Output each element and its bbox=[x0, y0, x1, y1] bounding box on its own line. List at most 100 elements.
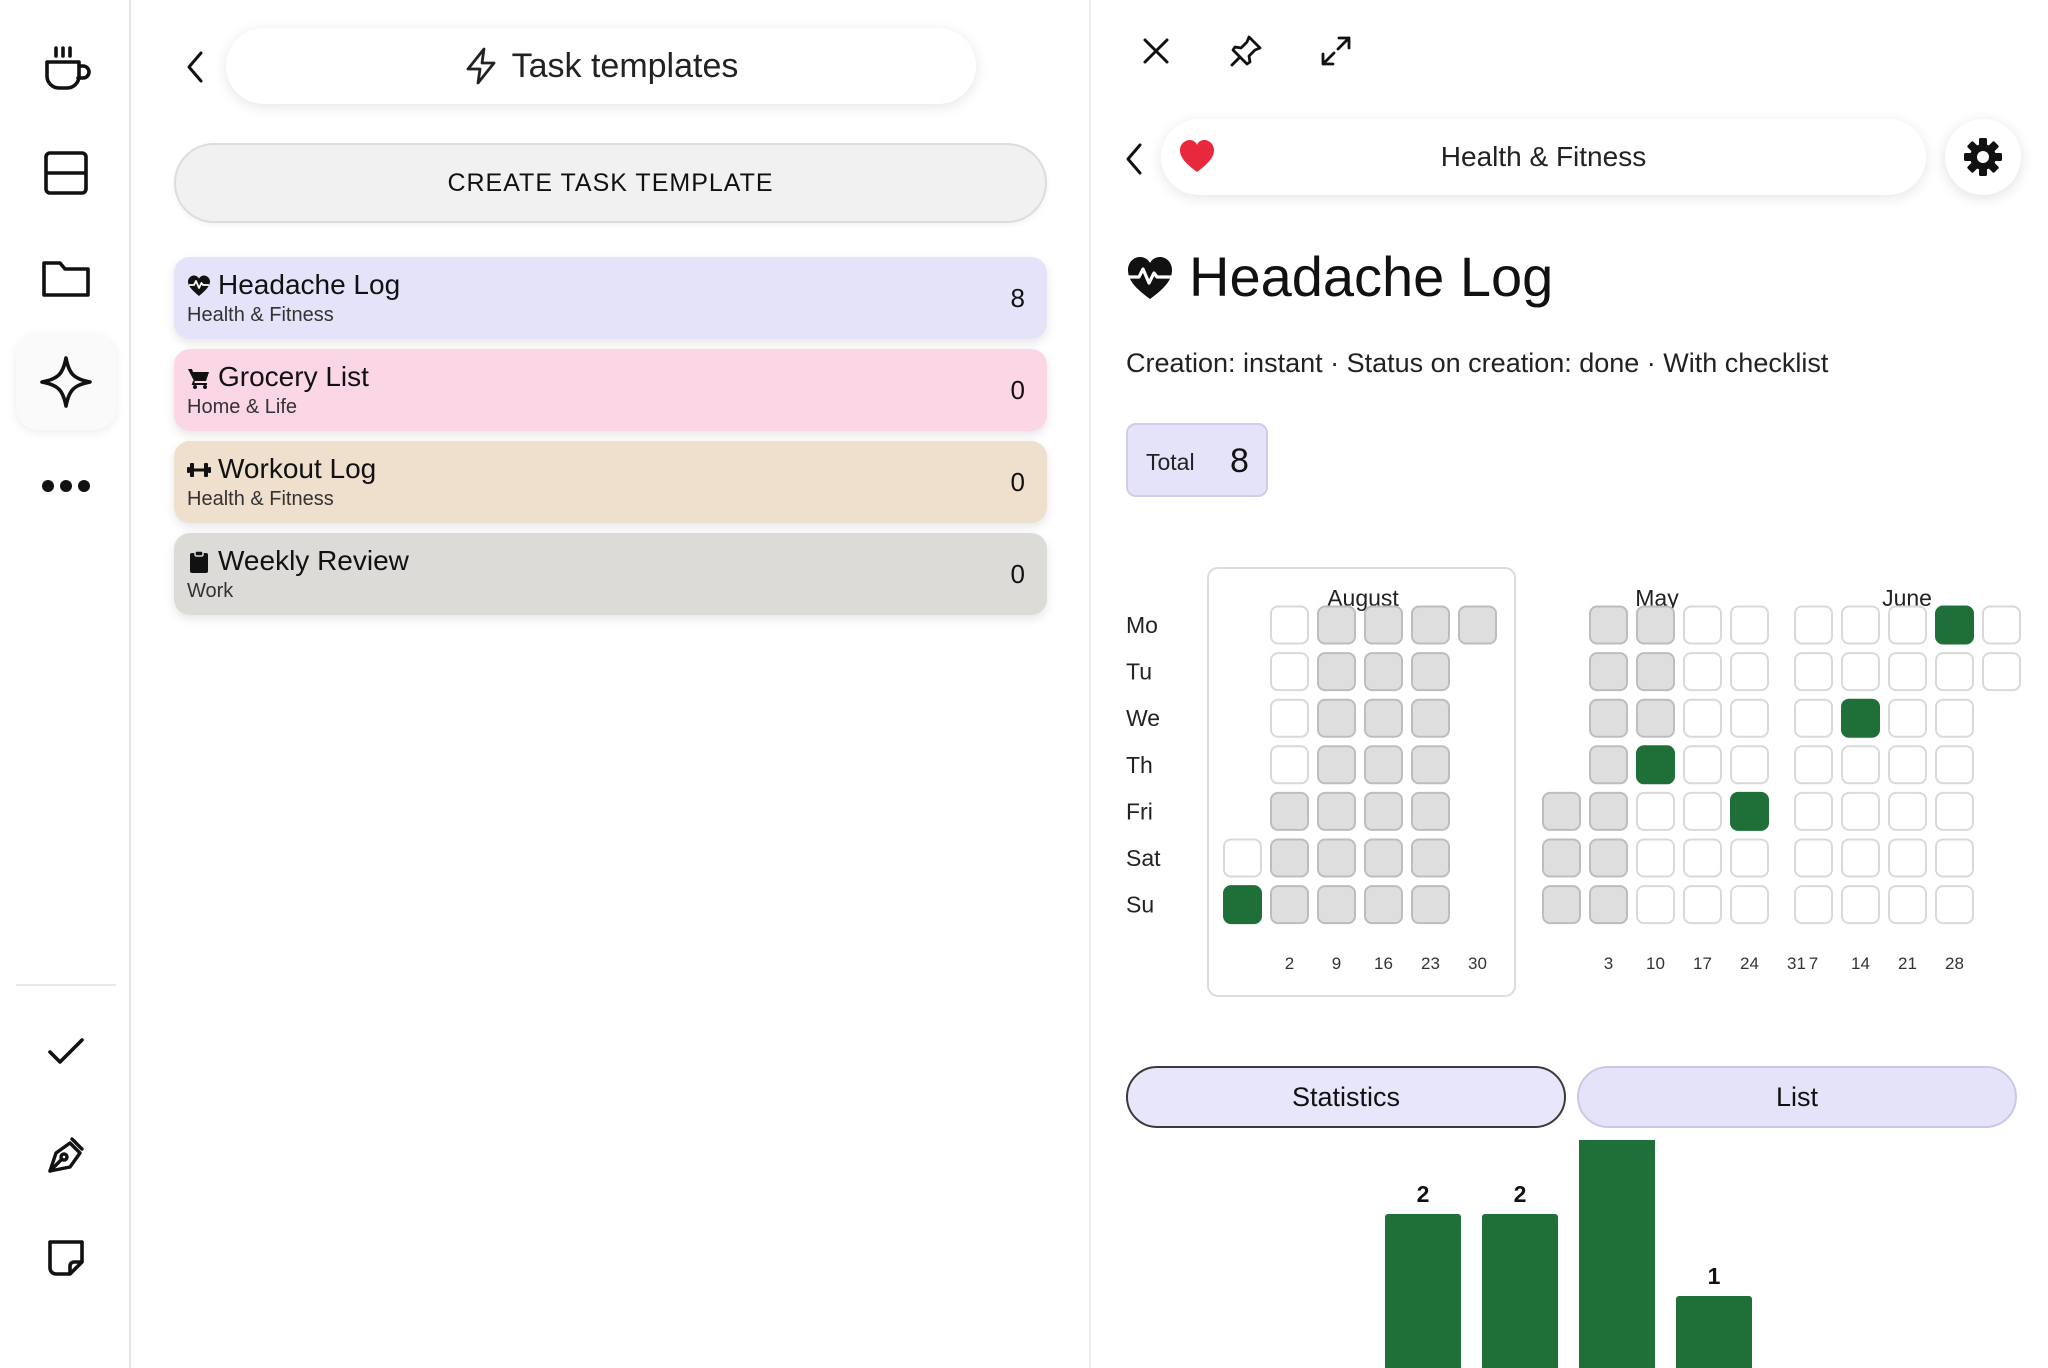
create-task-template-button[interactable]: CREATE TASK TEMPLATE bbox=[174, 143, 1047, 223]
checkmark-icon[interactable] bbox=[16, 1003, 116, 1099]
lightning-icon bbox=[466, 47, 496, 85]
calendar-day-cell bbox=[1411, 652, 1450, 692]
folder-icon[interactable] bbox=[16, 230, 116, 326]
calendar-day-cell bbox=[1888, 838, 1927, 878]
templates-panel: Task templates CREATE TASK TEMPLATE Head… bbox=[131, 0, 1091, 1368]
calendar-day-cell bbox=[1411, 838, 1450, 878]
calendar-day-cell bbox=[1730, 885, 1769, 925]
calendar-day-cell bbox=[1270, 698, 1309, 738]
calendar-day-cell bbox=[1841, 791, 1880, 831]
calendar-day-cell bbox=[1317, 698, 1356, 738]
week-label: 21 bbox=[1898, 954, 1917, 973]
calendar-day-cell bbox=[1636, 605, 1675, 645]
calendar-day-cell bbox=[1364, 885, 1403, 925]
nav-rail bbox=[0, 0, 131, 1368]
calendar-day-cell bbox=[1411, 698, 1450, 738]
week-label: 9 bbox=[1332, 954, 1341, 973]
sparkle-star-icon[interactable] bbox=[16, 334, 116, 430]
calendar-day-cell bbox=[1841, 838, 1880, 878]
calendar-day-cell bbox=[1364, 698, 1403, 738]
expand-button[interactable] bbox=[1311, 26, 1361, 76]
week-label: 28 bbox=[1945, 954, 1964, 973]
template-name: Grocery List bbox=[218, 361, 369, 392]
chart-bar bbox=[1482, 1214, 1558, 1368]
calendar-day-cell bbox=[1636, 838, 1675, 878]
calendar-day-cell bbox=[1794, 885, 1833, 925]
calendar-day-cell bbox=[1317, 885, 1356, 925]
calendar-day-cell bbox=[1935, 698, 1974, 738]
chart-data-label: 2 bbox=[1514, 1181, 1527, 1207]
calendar-day-cell bbox=[1730, 605, 1769, 645]
tab-list[interactable]: List bbox=[1577, 1066, 2017, 1128]
more-dots-icon[interactable] bbox=[16, 438, 116, 534]
template-card[interactable]: Grocery List Home & Life 0 bbox=[174, 349, 1047, 431]
calendar-day-cell bbox=[1542, 885, 1581, 925]
page-title-pill: Task templates bbox=[226, 28, 976, 104]
calendar-day-cell bbox=[1794, 605, 1833, 645]
heartbeat-icon bbox=[1127, 257, 1173, 299]
calendar-day-cell bbox=[1683, 652, 1722, 692]
day-label: Tu bbox=[1126, 659, 1152, 685]
pin-button[interactable] bbox=[1221, 26, 1271, 76]
dumbbell-icon bbox=[187, 458, 211, 482]
back-button[interactable] bbox=[171, 42, 221, 92]
split-layout-icon[interactable] bbox=[16, 125, 116, 221]
day-label: We bbox=[1126, 705, 1160, 731]
detail-back-button[interactable] bbox=[1114, 134, 1154, 184]
calendar-day-cell bbox=[1730, 838, 1769, 878]
calendar-day-cell bbox=[1317, 791, 1356, 831]
chart-bar bbox=[1385, 1214, 1461, 1368]
week-label: 23 bbox=[1421, 954, 1440, 973]
day-label: Fri bbox=[1126, 798, 1153, 824]
expand-icon bbox=[1321, 36, 1351, 66]
calendar-day-cell bbox=[1794, 698, 1833, 738]
calendar-day-cell bbox=[1841, 652, 1880, 692]
calendar-day-cell bbox=[1730, 698, 1769, 738]
calendar-day-cell bbox=[1888, 885, 1927, 925]
template-card[interactable]: Headache Log Health & Fitness 8 bbox=[174, 257, 1047, 339]
calendar-day-cell bbox=[1683, 791, 1722, 831]
calendar-day-cell bbox=[1683, 745, 1722, 785]
calendar-day-cell bbox=[1364, 791, 1403, 831]
template-card[interactable]: Weekly Review Work 0 bbox=[174, 533, 1047, 615]
calendar-day-cell bbox=[1794, 838, 1833, 878]
week-label: 7 bbox=[1809, 954, 1818, 973]
template-category: Health & Fitness bbox=[187, 304, 334, 326]
day-label: Su bbox=[1126, 892, 1154, 918]
calendar-day-cell bbox=[1589, 791, 1628, 831]
total-value: 8 bbox=[1230, 442, 1249, 480]
calendar-day-cell bbox=[1458, 605, 1497, 645]
calendar-day-cell bbox=[1589, 838, 1628, 878]
calendar-day-cell bbox=[1364, 838, 1403, 878]
template-count: 8 bbox=[1010, 283, 1025, 313]
calendar-day-cell bbox=[1636, 698, 1675, 738]
statistics-bar-chart: 2231 bbox=[1091, 1140, 2048, 1368]
week-label: 31 bbox=[1787, 954, 1806, 973]
calendar-day-cell bbox=[1982, 605, 2021, 645]
template-card[interactable]: Workout Log Health & Fitness 0 bbox=[174, 441, 1047, 523]
calendar-day-cell bbox=[1270, 652, 1309, 692]
calendar-day-cell bbox=[1589, 652, 1628, 692]
calendar-day-cell bbox=[1683, 698, 1722, 738]
calendar-day-cell bbox=[1888, 698, 1927, 738]
sticky-note-icon[interactable] bbox=[16, 1210, 116, 1306]
category-selector[interactable]: Health & Fitness bbox=[1161, 119, 1926, 195]
page-title: Task templates bbox=[511, 46, 739, 85]
template-meta: Creation: instant · Status on creation: … bbox=[1126, 348, 1829, 378]
calendar-day-cell bbox=[1270, 838, 1309, 878]
coffee-cup-icon[interactable] bbox=[16, 20, 116, 116]
calendar-day-cell bbox=[1841, 885, 1880, 925]
calendar-day-cell bbox=[1411, 745, 1450, 785]
chevron-left-icon bbox=[1126, 143, 1142, 175]
settings-button[interactable] bbox=[1945, 119, 2021, 195]
calendar-day-cell bbox=[1683, 605, 1722, 645]
chart-bar bbox=[1676, 1296, 1752, 1368]
template-name: Headache Log bbox=[218, 269, 401, 300]
calendar-day-cell bbox=[1636, 745, 1675, 785]
close-button[interactable] bbox=[1131, 26, 1181, 76]
day-label: Mo bbox=[1126, 612, 1158, 638]
calendar-day-cell bbox=[1683, 838, 1722, 878]
calendar-day-cell bbox=[1636, 791, 1675, 831]
pen-nib-icon[interactable] bbox=[16, 1105, 116, 1201]
tab-statistics[interactable]: Statistics bbox=[1126, 1066, 1566, 1128]
